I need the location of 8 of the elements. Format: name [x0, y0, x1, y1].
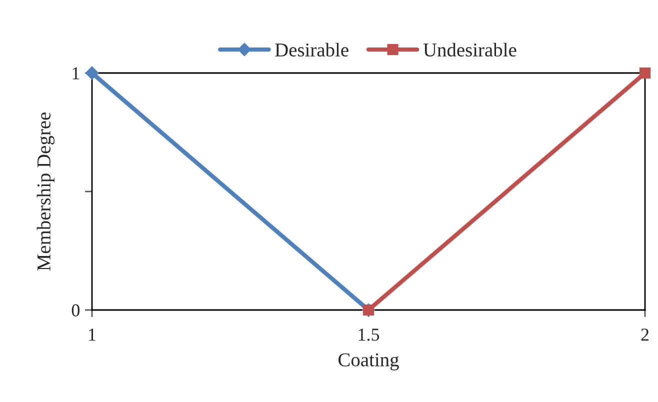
legend-label: Desirable [275, 42, 348, 57]
x-tick-label: 2 [641, 328, 649, 341]
legend-label: Undesirable [423, 42, 516, 57]
x-axis-title: Coating [338, 353, 399, 370]
x-tick-label: 1.5 [358, 328, 380, 341]
y-tick-label: 0 [72, 304, 80, 316]
x-tick-label: 1 [89, 328, 96, 341]
y-axis-title: Membership Degree [36, 112, 54, 271]
